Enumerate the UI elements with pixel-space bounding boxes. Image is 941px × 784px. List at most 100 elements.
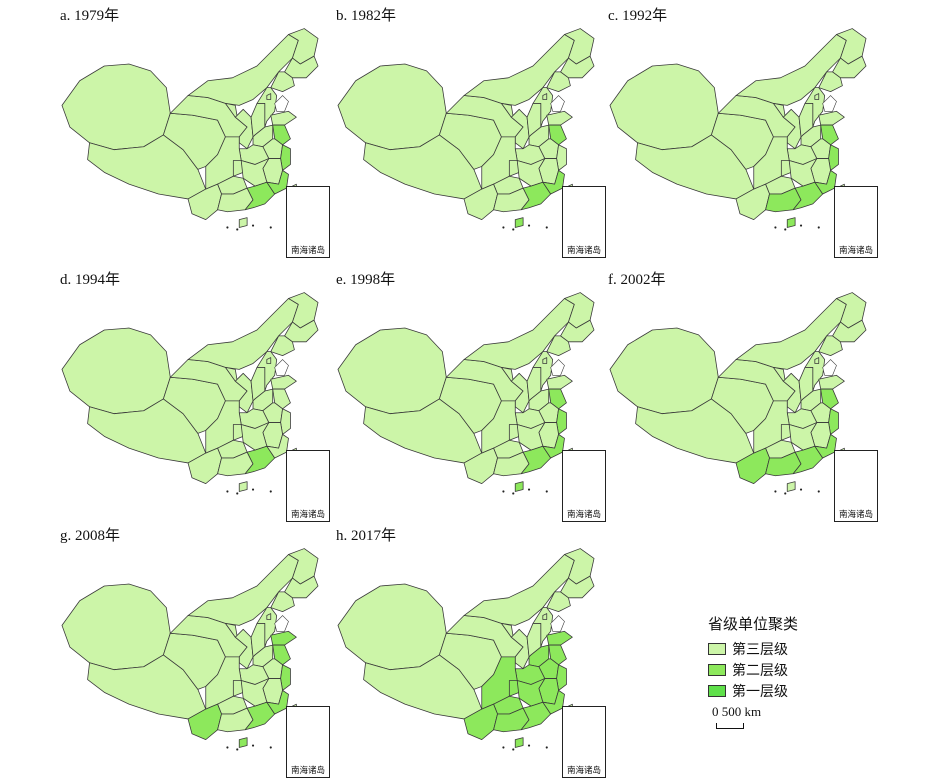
island-dot	[774, 226, 777, 229]
china-map	[337, 28, 595, 231]
bohai-sea	[274, 95, 289, 112]
province-neimenggu	[187, 298, 299, 370]
island-dot	[236, 228, 239, 231]
map-panel: b. 1982年 南海诸岛	[336, 6, 606, 264]
province-beijing	[542, 613, 548, 620]
island-dot	[269, 226, 272, 229]
south-china-sea-inset: 南海诸岛	[834, 450, 878, 522]
map-panel: d. 1994年 南海诸岛	[60, 270, 330, 528]
province-hainan	[238, 217, 248, 228]
legend-label: 第一层级	[732, 683, 788, 700]
province-jiangsu	[548, 644, 567, 666]
province-hunan	[788, 158, 818, 187]
legend-item-tier-1: 第一层级	[708, 680, 848, 701]
province-hunan	[516, 422, 546, 451]
bohai-sea	[822, 359, 837, 376]
province-hainan	[786, 217, 796, 228]
province-neimenggu	[735, 34, 847, 106]
province-jiangsu	[272, 388, 291, 410]
inset-label: 南海诸岛	[566, 766, 601, 776]
island-dot	[502, 226, 505, 229]
province-beijing	[814, 357, 820, 364]
island-dot	[817, 226, 820, 229]
province-shandong	[546, 374, 573, 390]
province-hebei	[804, 351, 826, 392]
province-guangdong	[244, 181, 276, 211]
province-xinjiang	[609, 327, 719, 415]
map-panel: a. 1979年南海诸岛	[60, 6, 330, 264]
province-guangdong	[244, 445, 276, 475]
island-dot	[545, 226, 548, 229]
province-xinjiang	[337, 327, 447, 415]
province-hainan	[238, 481, 248, 492]
legend-item-tier-2: 第二层级	[708, 659, 848, 680]
province-guangdong	[520, 701, 552, 731]
province-hebei	[256, 607, 278, 648]
panel-title: f. 2002年	[608, 272, 666, 288]
island-dot	[226, 490, 229, 493]
province-hebei	[256, 87, 278, 128]
island-dot	[269, 490, 272, 493]
island-dot	[502, 746, 505, 749]
south-china-sea-inset: 南海诸岛	[286, 706, 330, 778]
province-neimenggu	[463, 298, 575, 370]
province-beijing	[266, 357, 272, 364]
bohai-sea	[550, 359, 565, 376]
map-panel: g. 2008年 南海诸岛	[60, 526, 330, 784]
south-china-sea-inset: 南海诸岛	[562, 450, 606, 522]
island-dot	[527, 488, 531, 491]
province-shandong	[546, 110, 573, 126]
island-dot	[269, 746, 272, 749]
island-dot	[236, 492, 239, 495]
bohai-sea	[274, 615, 289, 632]
province-xinjiang	[61, 583, 171, 671]
province-hainan	[786, 481, 796, 492]
island-dot	[502, 490, 505, 493]
bohai-sea	[822, 95, 837, 112]
china-map	[337, 292, 595, 495]
island-dot	[799, 488, 803, 491]
bohai-sea	[550, 615, 565, 632]
province-guangdong	[520, 181, 552, 211]
province-hebei	[532, 351, 554, 392]
panel-title: e. 1998年	[336, 272, 396, 288]
province-beijing	[266, 93, 272, 100]
province-hunan	[788, 422, 818, 451]
province-shandong	[270, 110, 297, 126]
inset-label: 南海诸岛	[290, 246, 325, 256]
province-jiangsu	[548, 124, 567, 146]
island-dot	[774, 490, 777, 493]
legend-title: 省级单位聚类	[708, 615, 799, 633]
china-map	[61, 292, 319, 495]
province-hainan	[514, 737, 524, 748]
province-beijing	[266, 613, 272, 620]
province-beijing	[542, 357, 548, 364]
province-jiangsu	[820, 388, 839, 410]
inset-label: 南海诸岛	[290, 510, 325, 520]
province-guangdong	[520, 445, 552, 475]
scale-bar: 0 500 km	[712, 704, 761, 729]
legend-swatch	[708, 684, 726, 697]
china-map	[337, 548, 595, 751]
province-guangdong	[792, 445, 824, 475]
panel-title: a. 1979年	[60, 8, 120, 24]
bohai-sea	[274, 359, 289, 376]
province-neimenggu	[463, 34, 575, 106]
legend-item-tier-3: 第三层级	[708, 638, 848, 659]
island-dot	[545, 746, 548, 749]
inset-label: 南海诸岛	[566, 510, 601, 520]
island-dot	[817, 490, 820, 493]
panel-title: h. 2017年	[336, 528, 397, 544]
province-hunan	[240, 422, 270, 451]
map-panel: e. 1998年南海诸岛	[336, 270, 606, 528]
province-jiangsu	[548, 388, 567, 410]
map-panel: h. 2017年南海诸岛	[336, 526, 606, 784]
province-hunan	[240, 158, 270, 187]
province-hainan	[514, 217, 524, 228]
panel-title: b. 1982年	[336, 8, 397, 24]
bohai-sea	[550, 95, 565, 112]
china-map	[61, 28, 319, 231]
inset-label: 南海诸岛	[838, 246, 873, 256]
island-dot	[251, 744, 255, 747]
south-china-sea-inset: 南海诸岛	[286, 186, 330, 258]
